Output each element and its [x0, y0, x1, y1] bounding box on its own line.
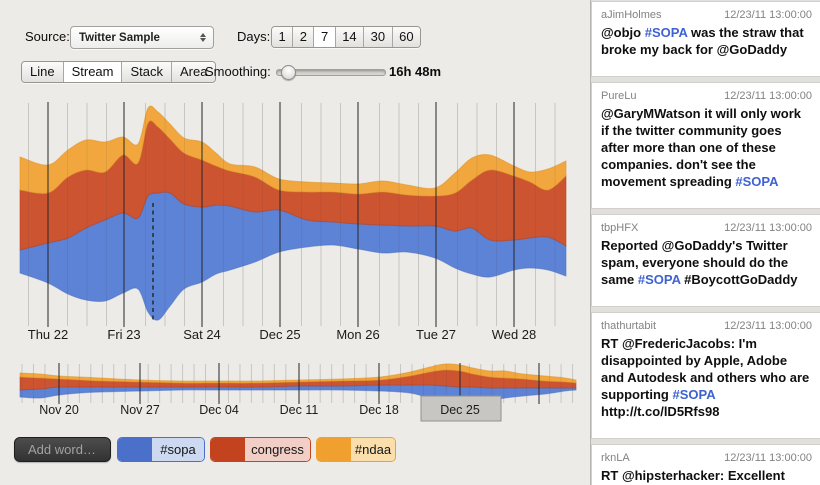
source-select-value: Twitter Sample: [79, 31, 160, 44]
tweet-card[interactable]: thathurtabit 12/23/11 13:00:00 RT @Frede…: [592, 313, 820, 438]
axis-tick-label: Dec 25: [259, 327, 300, 342]
tweet-header: thathurtabit 12/23/11 13:00:00: [601, 320, 812, 332]
days-button-30[interactable]: 30: [364, 27, 393, 47]
days-button-group: 1 2 7 14 30 60: [271, 26, 422, 48]
tweet-timestamp: 12/23/11 13:00:00: [724, 320, 812, 332]
tweet-timestamp: 12/23/11 13:00:00: [724, 222, 812, 234]
tweet-username: tbpHFX: [601, 222, 639, 234]
timeline-brush-selection[interactable]: [420, 395, 502, 422]
legend-chip-sopa[interactable]: #sopa: [117, 437, 205, 462]
tweet-card[interactable]: PureLu 12/23/11 13:00:00 @GaryMWatson it…: [592, 83, 820, 208]
smoothing-value: 16h 48m: [389, 64, 442, 79]
smoothing-slider-track[interactable]: [276, 69, 386, 76]
days-button-1[interactable]: 1: [272, 27, 294, 47]
tweet-username: aJimHolmes: [601, 9, 662, 21]
legend-chip-label: congress: [245, 438, 310, 461]
axis-tick-label: Nov 27: [120, 403, 160, 417]
axis-tick-label: Sat 24: [183, 327, 221, 342]
days-label: Days:: [237, 29, 271, 44]
axis-tick-label: Fri 23: [107, 327, 140, 342]
tweet-timestamp: 12/23/11 13:00:00: [724, 9, 812, 21]
axis-tick-label: Wed 28: [492, 327, 537, 342]
days-button-2[interactable]: 2: [293, 27, 315, 47]
mode-button-stack[interactable]: Stack: [122, 62, 172, 82]
tweet-card[interactable]: rknLA 12/23/11 13:00:00 RT @hipsterhacke…: [592, 445, 820, 485]
tweet-text: RT @hipsterhacker: Excellent work on the…: [601, 468, 785, 483]
legend-chip-congress[interactable]: congress: [210, 437, 311, 462]
tweet-text: RT @FredericJacobs: I'm disappointed by …: [601, 336, 810, 419]
select-arrows-icon: [195, 33, 213, 42]
axis-tick-label: Mon 26: [336, 327, 379, 342]
tweet-username: thathurtabit: [601, 320, 657, 332]
tweet-feed-sidebar[interactable]: aJimHolmes 12/23/11 13:00:00 @objo #SOPA…: [590, 0, 820, 485]
days-button-60[interactable]: 60: [392, 27, 421, 47]
source-label: Source:: [25, 29, 70, 44]
smoothing-slider-handle[interactable]: [281, 65, 296, 80]
tweet-card[interactable]: aJimHolmes 12/23/11 13:00:00 @objo #SOPA…: [592, 2, 820, 76]
legend-chip-label: #sopa: [152, 438, 204, 461]
tweet-username: PureLu: [601, 90, 637, 102]
hashtag-highlight: #SOPA: [644, 25, 688, 40]
days-button-7[interactable]: 7: [314, 27, 336, 47]
axis-tick-label: Dec 04: [199, 403, 239, 417]
axis-tick-label: Thu 22: [28, 327, 68, 342]
tweet-header: rknLA 12/23/11 13:00:00: [601, 452, 812, 464]
axis-tick-label: Dec 25: [440, 403, 480, 417]
tweet-timestamp: 12/23/11 13:00:00: [724, 90, 812, 102]
tweet-username: rknLA: [601, 452, 630, 464]
tweet-header: aJimHolmes 12/23/11 13:00:00: [601, 9, 812, 21]
mode-button-area[interactable]: Area: [172, 62, 216, 82]
hashtag-highlight: #SOPA: [672, 387, 716, 402]
tweet-card[interactable]: tbpHFX 12/23/11 13:00:00 Reported @GoDad…: [592, 215, 820, 306]
mode-button-line[interactable]: Line: [22, 62, 64, 82]
source-select[interactable]: Twitter Sample: [70, 26, 214, 49]
tweet-text: @objo #SOPA was the straw that broke my …: [601, 25, 804, 57]
axis-tick-label: Nov 20: [39, 403, 79, 417]
tweet-header: tbpHFX 12/23/11 13:00:00: [601, 222, 812, 234]
tweet-header: PureLu 12/23/11 13:00:00: [601, 90, 812, 102]
axis-tick-label: Dec 11: [280, 403, 319, 417]
add-word-placeholder: Add word…: [28, 442, 96, 457]
legend-chip-label: #ndaa: [351, 438, 395, 461]
chart-mode-group: Line Stream Stack Area: [21, 61, 217, 83]
legend-swatch: [317, 438, 351, 461]
axis-tick-label: Tue 27: [416, 327, 456, 342]
legend-chip-ndaa[interactable]: #ndaa: [316, 437, 396, 462]
add-word-input[interactable]: Add word…: [14, 437, 111, 462]
mode-button-stream[interactable]: Stream: [63, 62, 123, 82]
legend-swatch: [211, 438, 245, 461]
tweet-timestamp: 12/23/11 13:00:00: [724, 452, 812, 464]
smoothing-label: Smoothing:: [205, 64, 271, 79]
tweet-text: Reported @GoDaddy's Twitter spam, everyo…: [601, 238, 798, 287]
tweet-text: @GaryMWatson it will only work if the tw…: [601, 106, 801, 189]
legend-swatch: [118, 438, 152, 461]
axis-tick-label: Dec 18: [359, 403, 399, 417]
days-button-14[interactable]: 14: [335, 27, 365, 47]
stream-chart-area[interactable]: Thu 22 Fri 23 Sat 24 Dec 25 Mon 26 Tue 27 Wed …: [0, 88, 590, 430]
hashtag-highlight: #SOPA: [735, 174, 779, 189]
hashtag-highlight: #SOPA: [637, 272, 681, 287]
